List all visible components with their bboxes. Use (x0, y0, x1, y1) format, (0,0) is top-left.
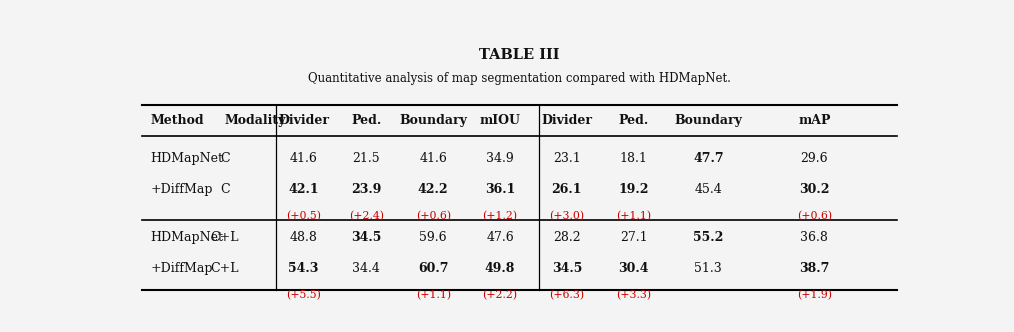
Text: 36.8: 36.8 (800, 231, 828, 244)
Text: 21.5: 21.5 (353, 152, 380, 165)
Text: 59.6: 59.6 (420, 231, 447, 244)
Text: 60.7: 60.7 (418, 262, 448, 275)
Text: C+L: C+L (211, 262, 239, 275)
Text: 27.1: 27.1 (620, 231, 647, 244)
Text: Ped.: Ped. (351, 114, 381, 127)
Text: 26.1: 26.1 (552, 183, 582, 196)
Text: 30.4: 30.4 (619, 262, 649, 275)
Text: TABLE III: TABLE III (480, 47, 560, 61)
Text: +DiffMap: +DiffMap (150, 183, 213, 196)
Text: mAP: mAP (798, 114, 830, 127)
Text: (+1.2): (+1.2) (483, 211, 517, 221)
Text: HDMapNet: HDMapNet (150, 152, 223, 165)
Text: 38.7: 38.7 (799, 262, 829, 275)
Text: Boundary: Boundary (674, 114, 742, 127)
Text: 49.8: 49.8 (485, 262, 515, 275)
Text: Modality: Modality (225, 114, 286, 127)
Text: Method: Method (150, 114, 204, 127)
Text: 34.5: 34.5 (351, 231, 381, 244)
Text: Divider: Divider (541, 114, 592, 127)
Text: 42.2: 42.2 (418, 183, 448, 196)
Text: (+2.2): (+2.2) (483, 290, 517, 301)
Text: (+1.9): (+1.9) (797, 290, 831, 301)
Text: 19.2: 19.2 (619, 183, 649, 196)
Text: 34.4: 34.4 (353, 262, 380, 275)
Text: (+1.1): (+1.1) (617, 211, 651, 221)
Text: 47.6: 47.6 (486, 231, 514, 244)
Text: 34.9: 34.9 (486, 152, 514, 165)
Text: (+3.3): (+3.3) (617, 290, 651, 301)
Text: (+0.6): (+0.6) (797, 211, 831, 221)
Text: +DiffMap: +DiffMap (150, 262, 213, 275)
Text: 36.1: 36.1 (485, 183, 515, 196)
Text: 41.6: 41.6 (420, 152, 447, 165)
Text: 28.2: 28.2 (553, 231, 581, 244)
Text: 30.2: 30.2 (799, 183, 829, 196)
Text: 45.4: 45.4 (695, 183, 722, 196)
Text: HDMapNet: HDMapNet (150, 231, 223, 244)
Text: 54.3: 54.3 (288, 262, 318, 275)
Text: 48.8: 48.8 (290, 231, 317, 244)
Text: (+3.0): (+3.0) (550, 211, 584, 221)
Text: (+2.4): (+2.4) (349, 211, 384, 221)
Text: 51.3: 51.3 (695, 262, 722, 275)
Text: 47.7: 47.7 (693, 152, 724, 165)
Text: Boundary: Boundary (400, 114, 467, 127)
Text: Ped.: Ped. (619, 114, 649, 127)
Text: (+5.5): (+5.5) (286, 290, 321, 301)
Text: (+6.3): (+6.3) (550, 290, 584, 301)
Text: (+1.1): (+1.1) (416, 290, 451, 301)
Text: Divider: Divider (278, 114, 330, 127)
Text: 29.6: 29.6 (801, 152, 828, 165)
Text: C: C (220, 183, 230, 196)
Text: 41.6: 41.6 (290, 152, 317, 165)
Text: (+0.5): (+0.5) (286, 211, 321, 221)
Text: 55.2: 55.2 (694, 231, 723, 244)
Text: C: C (220, 152, 230, 165)
Text: mIOU: mIOU (480, 114, 520, 127)
Text: (+0.6): (+0.6) (416, 211, 451, 221)
Text: 42.1: 42.1 (288, 183, 318, 196)
Text: Quantitative analysis of map segmentation compared with HDMapNet.: Quantitative analysis of map segmentatio… (308, 72, 731, 85)
Text: 18.1: 18.1 (620, 152, 648, 165)
Text: 23.9: 23.9 (351, 183, 381, 196)
Text: 34.5: 34.5 (552, 262, 582, 275)
Text: 23.1: 23.1 (553, 152, 581, 165)
Text: C+L: C+L (211, 231, 239, 244)
